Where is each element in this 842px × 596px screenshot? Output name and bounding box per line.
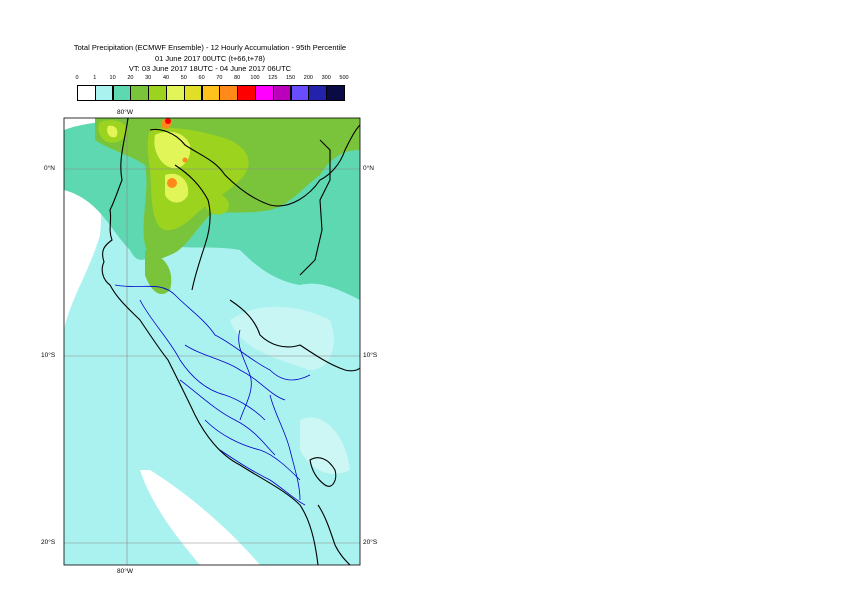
lon-label-bottom: 80°W xyxy=(117,568,133,575)
legend-tick-label: 20 xyxy=(127,75,134,81)
lat-label-10s-right: 10°S xyxy=(363,352,378,359)
legend-tick-label: 40 xyxy=(162,75,170,81)
lat-label-0n: 0°N xyxy=(44,165,55,172)
legend-tick-label: 60 xyxy=(198,75,205,81)
legend-tick-label: 50 xyxy=(180,75,187,81)
coastline-borders xyxy=(101,117,361,566)
precipitation-legend: 0 1 10 20 30 40 50 60 70 80 100 125 150 200 300 500 xyxy=(70,73,360,107)
admin-boundaries xyxy=(114,284,311,506)
precip-field-70mm xyxy=(167,178,177,188)
precip-field-80mm xyxy=(165,118,171,124)
lat-label-0n-right: 0°N xyxy=(363,165,374,172)
legend-tick-label: 30 xyxy=(145,75,152,81)
chart-subtitle-run: 01 June 2017 00UTC (t+66,t+78) xyxy=(154,54,266,63)
legend-tick-label: 10 xyxy=(109,75,116,81)
lat-label-10s: 10°S xyxy=(41,352,56,359)
legend-tick-label: 150 xyxy=(286,75,296,81)
legend-tick-label: 1 xyxy=(93,75,97,81)
legend-tick-label: 125 xyxy=(268,75,278,81)
legend-tick-label: 70 xyxy=(216,75,223,81)
map-frame xyxy=(63,117,361,566)
legend-tick-label: 100 xyxy=(250,75,260,81)
map-body xyxy=(64,118,360,565)
legend-tick-label: 80 xyxy=(234,75,241,81)
lat-label-20s: 20°S xyxy=(41,539,56,546)
legend-swatch xyxy=(326,85,345,101)
graticule xyxy=(64,118,360,565)
dry-area-south xyxy=(140,470,260,565)
lat-label-20s-right: 20°S xyxy=(363,539,378,546)
legend-tick-label: 500 xyxy=(339,75,349,81)
chart-title: Total Precipitation (ECMWF Ensemble) - 1… xyxy=(73,43,347,52)
chart-subtitle-valid: VT: 03 June 2017 18UTC - 04 June 2017 06… xyxy=(128,64,292,73)
lon-label-top: 80°W xyxy=(117,109,133,116)
legend-tick-label: 300 xyxy=(321,75,331,81)
legend-tick-label: 200 xyxy=(303,75,313,81)
legend-tick-label: 0 xyxy=(75,75,79,81)
